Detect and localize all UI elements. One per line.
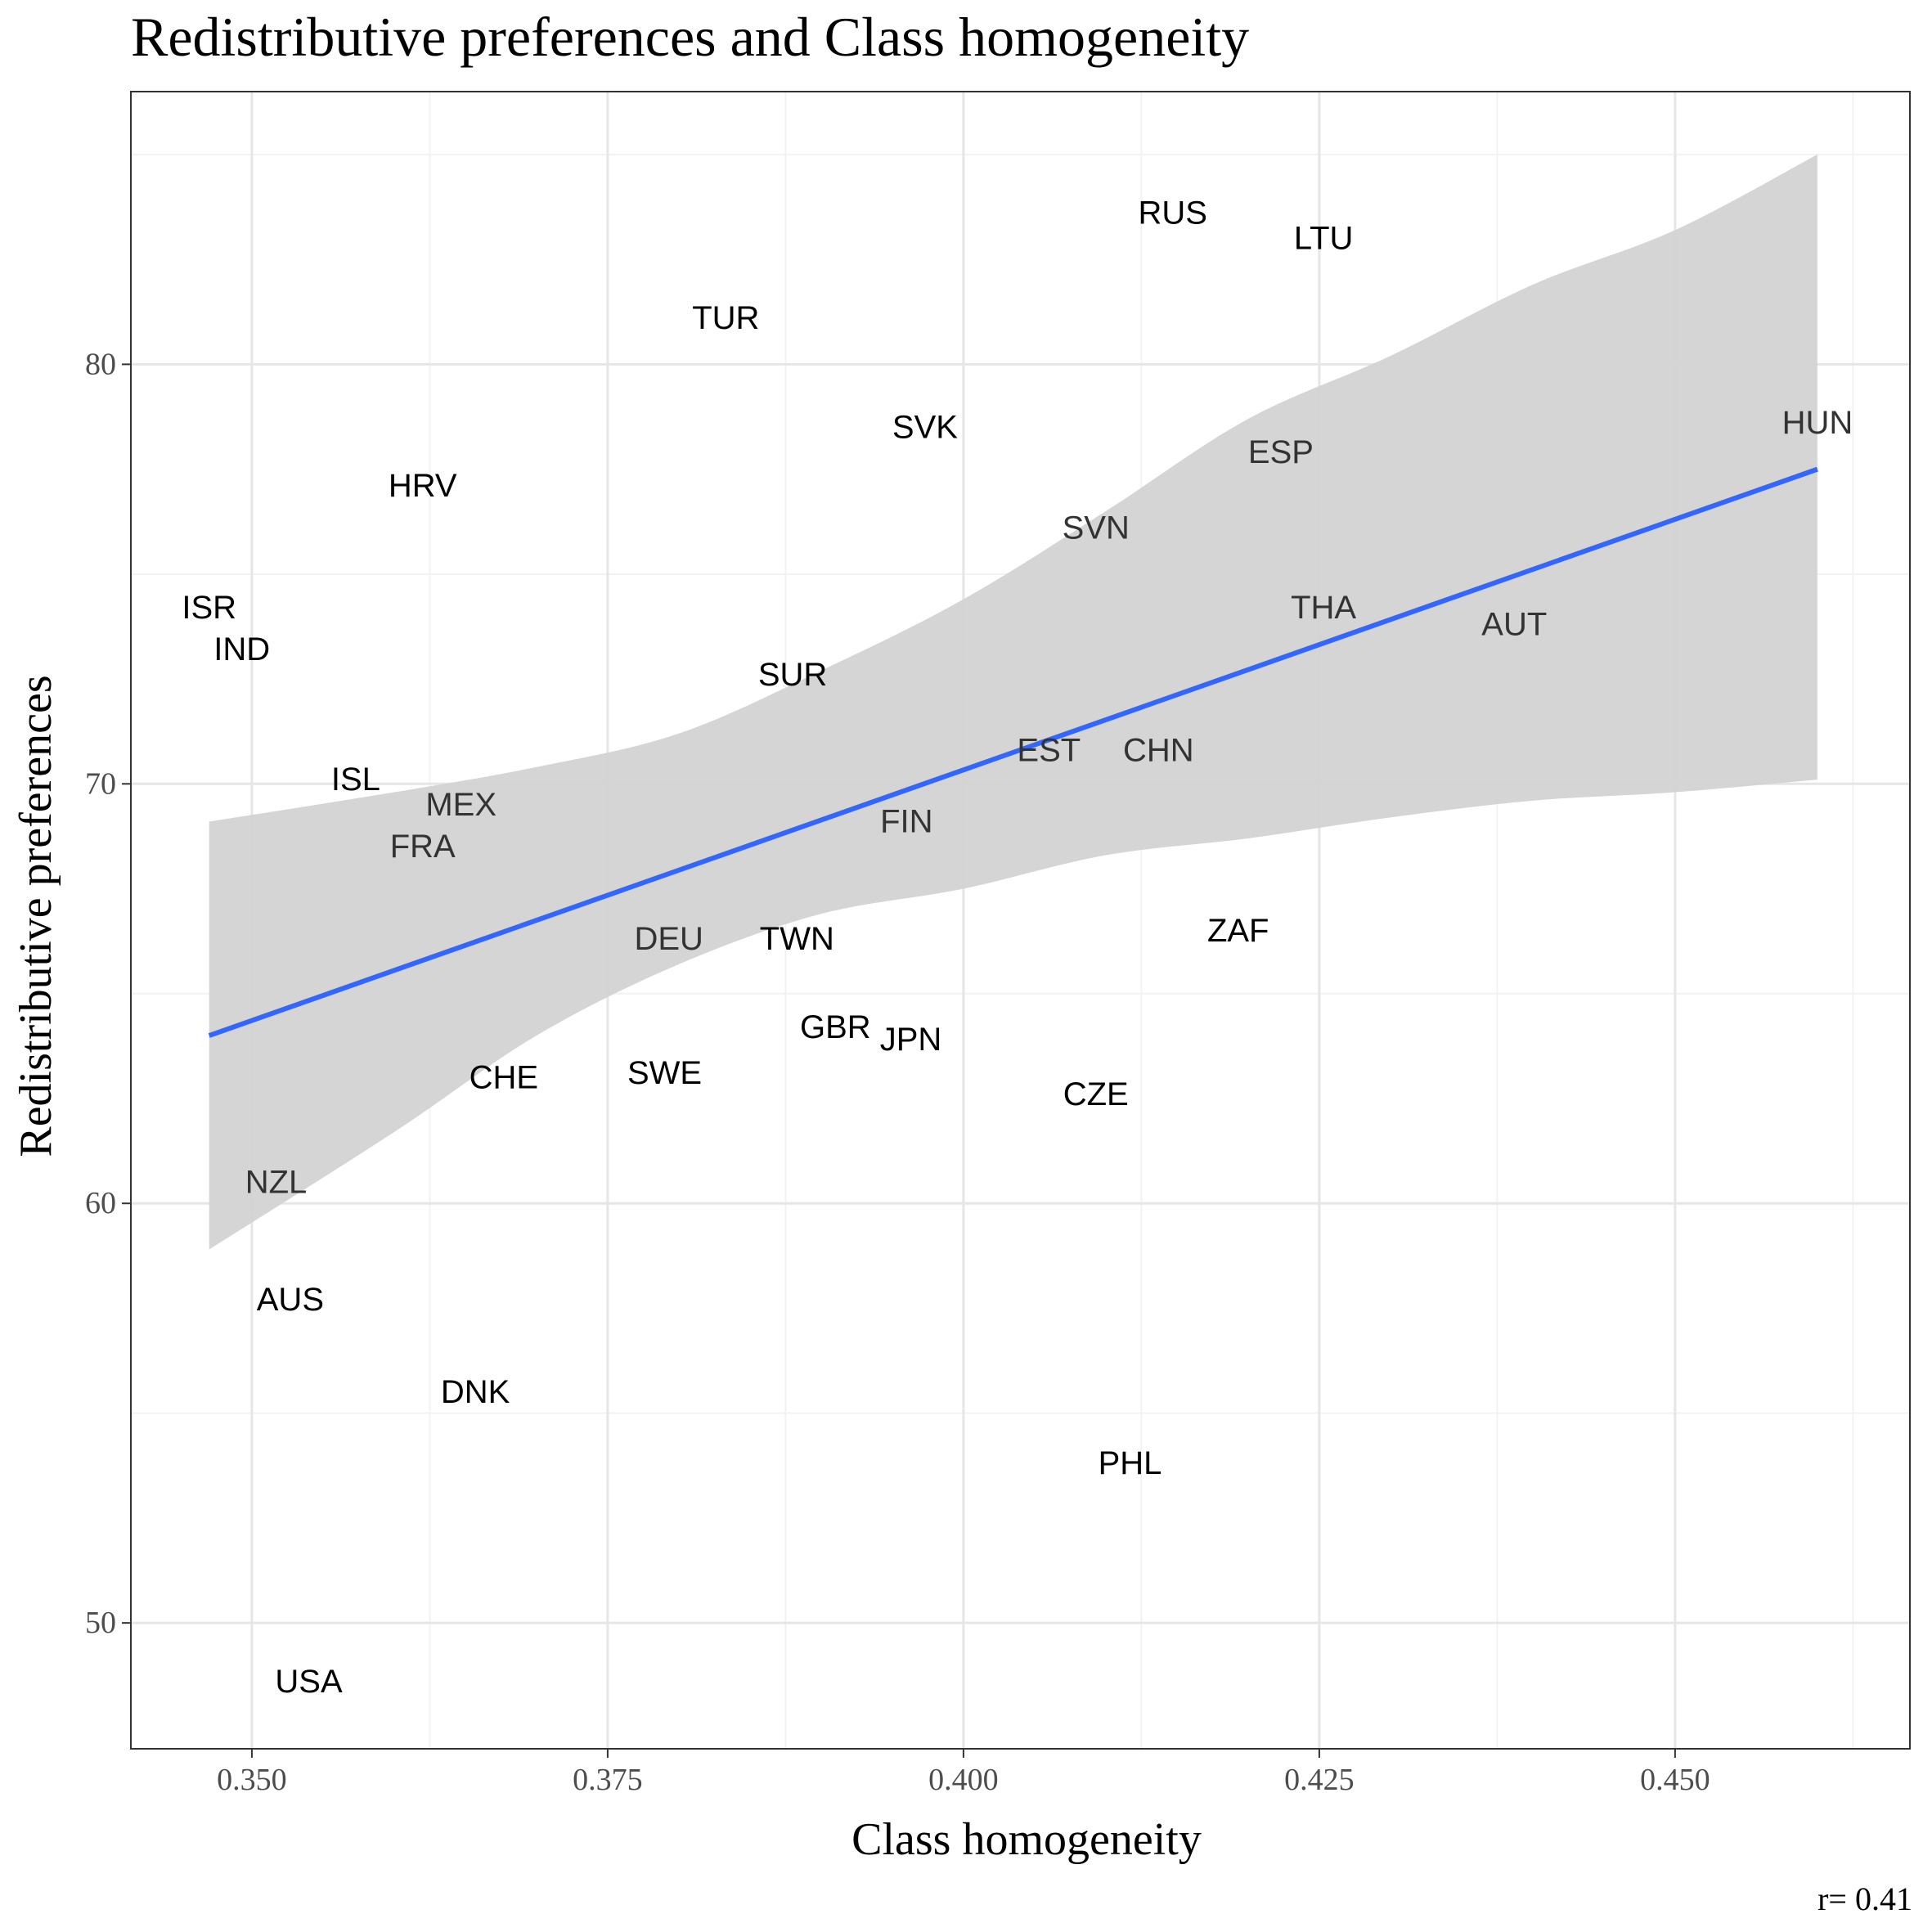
country-label-nzl: NZL [245, 1165, 308, 1201]
country-label-ind: IND [213, 631, 270, 667]
confidence-band-area [209, 154, 1817, 1250]
y-tick-label: 80 [85, 347, 116, 381]
country-label-svk: SVK [892, 409, 958, 445]
country-label-jpn: JPN [880, 1022, 942, 1058]
country-label-twn: TWN [760, 921, 834, 957]
country-label-dnk: DNK [441, 1374, 510, 1410]
x-tick-label: 0.425 [1284, 1763, 1355, 1797]
country-label-svn: SVN [1063, 510, 1130, 546]
y-axis-title: Redistributive preferences [11, 675, 61, 1157]
country-label-isr: ISR [182, 590, 236, 626]
country-label-aut: AUT [1481, 606, 1547, 642]
plot-area: RUS LTU TUR SVK HUN ESP HRV SVN THA ISR AUT IND SUR E… [130, 91, 1911, 1750]
country-label-sur: SUR [758, 657, 827, 693]
country-label-swe: SWE [627, 1055, 702, 1091]
x-tick-label: 0.450 [1640, 1763, 1710, 1797]
country-label-est: EST [1017, 732, 1081, 768]
x-axis-title: Class homogeneity [851, 1814, 1202, 1865]
y-tick-label: 70 [85, 766, 116, 801]
x-tick-label: 0.350 [217, 1763, 287, 1797]
confidence-band [209, 154, 1817, 1250]
country-label-tha: THA [1291, 590, 1356, 626]
y-tick-label: 50 [85, 1606, 116, 1640]
country-label-fin: FIN [880, 803, 932, 839]
country-label-cze: CZE [1063, 1076, 1129, 1112]
x-tick-label: 0.400 [928, 1763, 999, 1797]
country-label-rus: RUS [1138, 195, 1206, 231]
country-label-mex: MEX [425, 787, 496, 823]
regression-line [208, 466, 1818, 1038]
regression-line-group [208, 466, 1818, 1038]
country-label-gbr: GBR [800, 1009, 871, 1045]
country-label-ltu: LTU [1294, 221, 1354, 257]
country-label-isl: ISL [331, 762, 380, 798]
country-label-aus: AUS [257, 1282, 324, 1318]
correlation-caption: r= 0.41 [1817, 1880, 1912, 1917]
country-label-esp: ESP [1248, 434, 1314, 470]
country-label-che: CHE [470, 1059, 538, 1095]
country-labels: RUS LTU TUR SVK HUN ESP HRV SVN THA ISR AUT IND SUR E… [182, 195, 1853, 1700]
x-tick-label: 0.375 [573, 1763, 643, 1797]
y-tick-label: 60 [85, 1186, 116, 1220]
chart-title: Redistributive preferences and Class hom… [131, 6, 1249, 68]
country-label-hrv: HRV [389, 468, 457, 504]
country-label-usa: USA [275, 1664, 343, 1700]
y-axis: 50 60 70 80 [85, 347, 131, 1640]
country-label-deu: DEU [634, 921, 703, 957]
country-label-tur: TUR [692, 300, 759, 336]
x-axis: 0.350 0.375 0.400 0.425 0.450 [217, 1749, 1710, 1797]
country-label-zaf: ZAF [1207, 913, 1269, 949]
panel-border [130, 91, 1911, 1750]
country-label-chn: CHN [1123, 732, 1194, 768]
country-label-phl: PHL [1099, 1445, 1162, 1481]
country-label-fra: FRA [390, 829, 456, 865]
country-label-hun: HUN [1782, 405, 1853, 441]
